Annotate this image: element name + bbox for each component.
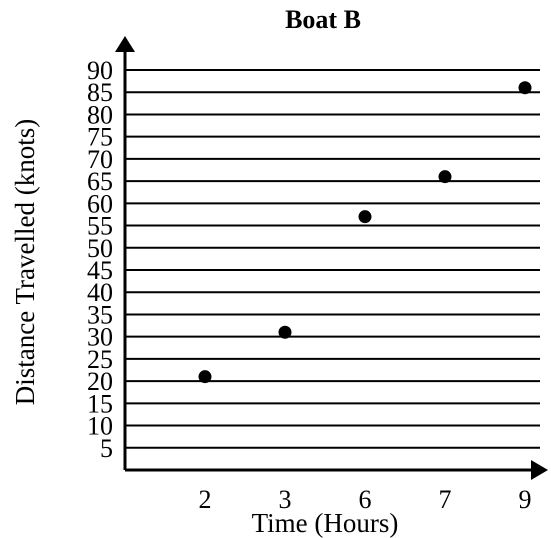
x-axis-title: Time (Hours)	[252, 508, 399, 538]
y-tick-label-50: 50	[87, 234, 113, 263]
horizontal-grid	[125, 69, 540, 449]
data-point-6	[358, 210, 372, 224]
y-tick-label-25: 25	[87, 345, 113, 374]
data-point-7	[438, 170, 452, 184]
y-tick-label-75: 75	[87, 123, 113, 152]
x-tick-labels: 2 3 6 7 9	[199, 485, 532, 514]
y-tick-label-70: 70	[87, 145, 113, 174]
data-points	[198, 81, 532, 384]
y-axis-arrowhead	[115, 36, 135, 52]
x-axis-arrowhead	[531, 460, 548, 480]
y-tick-label-65: 65	[87, 167, 113, 196]
y-tick-label-55: 55	[87, 212, 113, 241]
y-tick-label-60: 60	[87, 189, 113, 218]
y-tick-label-5: 5	[100, 434, 113, 463]
x-tick-label-2: 2	[199, 485, 212, 514]
x-tick-label-3: 3	[279, 485, 292, 514]
y-tick-label-85: 85	[87, 78, 113, 107]
data-point-3	[278, 325, 292, 339]
y-tick-label-90: 90	[87, 56, 113, 85]
y-tick-label-10: 10	[87, 412, 113, 441]
y-tick-label-30: 30	[87, 323, 113, 352]
y-tick-label-40: 40	[87, 278, 113, 307]
y-tick-label-15: 15	[87, 389, 113, 418]
axes	[115, 36, 548, 480]
y-tick-label-45: 45	[87, 256, 113, 285]
y-tick-label-80: 80	[87, 100, 113, 129]
data-point-9	[518, 81, 532, 95]
y-axis-title: Distance Travelled (knots)	[10, 119, 40, 405]
y-tick-label-20: 20	[87, 367, 113, 396]
data-point-2	[198, 370, 212, 384]
x-tick-label-9: 9	[519, 485, 532, 514]
x-tick-label-6: 6	[359, 485, 372, 514]
x-tick-label-7: 7	[439, 485, 452, 514]
y-tick-label-35: 35	[87, 300, 113, 329]
chart-title: Boat B	[285, 5, 361, 34]
